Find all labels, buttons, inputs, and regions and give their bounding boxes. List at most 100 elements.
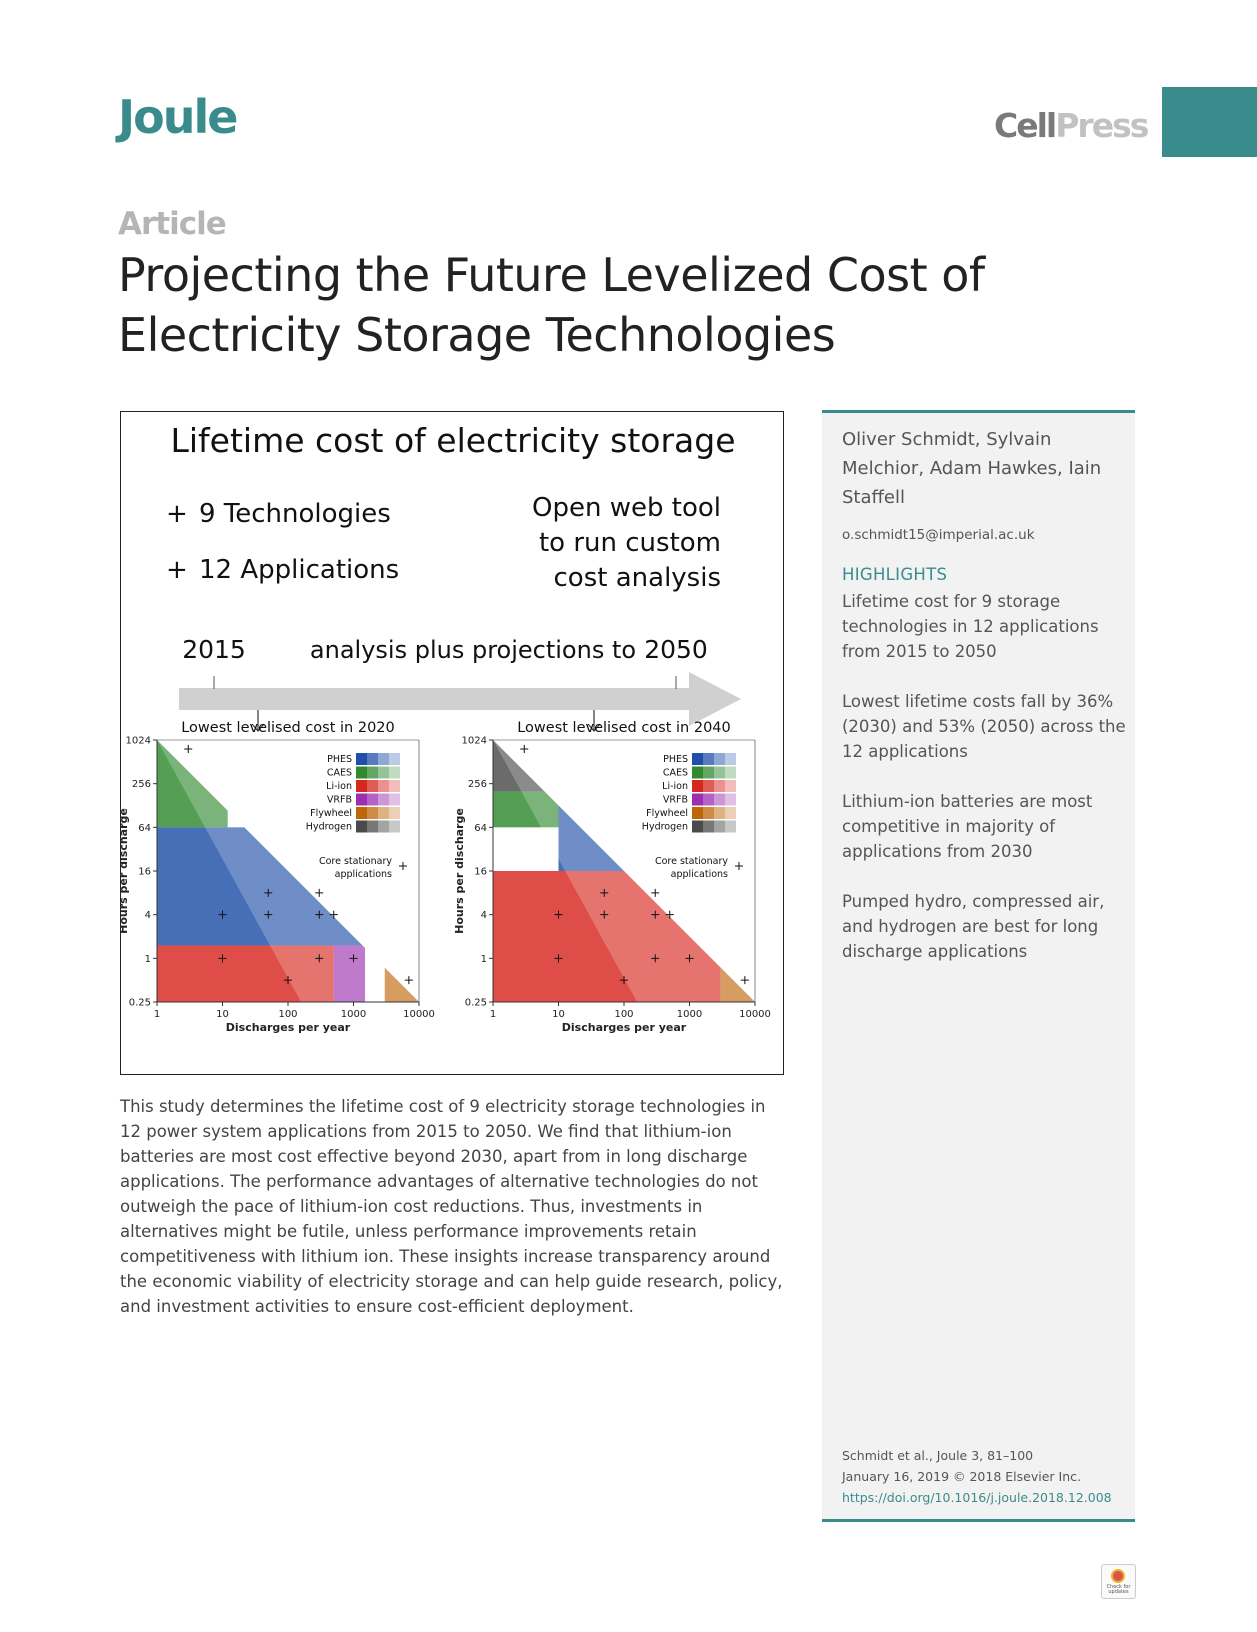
legend-swatch: [378, 807, 389, 819]
application-marker: [620, 976, 628, 985]
legend-swatch: [714, 780, 725, 792]
journal-logo: Joule: [118, 90, 238, 144]
legend-swatch: [356, 766, 367, 779]
legend-swatch: [356, 780, 367, 792]
y-axis-label: Hours per discharge: [121, 808, 130, 934]
ga-bullet1: 9 Technologies: [199, 499, 391, 529]
y-tick-label: 16: [474, 867, 487, 878]
application-marker: [218, 954, 227, 963]
highlight-item: Lithium-ion batteries are most competiti…: [842, 792, 1093, 861]
legend-swatch: [692, 753, 703, 765]
y-tick-label: 256: [132, 779, 151, 790]
legend-swatch: [692, 780, 703, 792]
publisher-logo: CellPress: [994, 106, 1149, 145]
chart-title: Lowest levelised cost in 2020: [181, 720, 395, 736]
legend-swatch: [703, 793, 714, 806]
application-marker: [329, 910, 338, 919]
y-tick-label: 1024: [126, 736, 151, 747]
y-tick-label: 1024: [462, 736, 487, 747]
region-caes: [493, 791, 559, 828]
legend-swatch: [389, 793, 400, 806]
legend-swatch: [378, 793, 389, 806]
legend-swatch: [725, 807, 736, 819]
diagonal-fade: [493, 740, 755, 1002]
y-tick-label: 1: [145, 954, 151, 965]
highlight-item: Lifetime cost for 9 storage technologies…: [842, 592, 1099, 661]
legend-swatch: [378, 820, 389, 833]
legend-swatch: [725, 780, 736, 792]
y-tick-label: 0.25: [465, 998, 487, 1009]
legend-label: CAES: [663, 768, 688, 779]
x-tick-label: 10000: [739, 1009, 771, 1020]
legend-swatch: [389, 766, 400, 779]
legend-swatch: [367, 753, 378, 765]
marker-legend-symbol: [735, 862, 743, 870]
application-marker: [740, 976, 749, 985]
legend-swatch: [703, 753, 714, 765]
legend-swatch: [367, 780, 378, 792]
legend-swatch: [389, 753, 400, 765]
chart-2020: Lowest levelised cost in 2020 1 10 100 1000 1…: [121, 720, 435, 1034]
x-tick-label: 100: [278, 1009, 297, 1020]
timeline-label: analysis plus projections to: [310, 636, 636, 664]
legend-swatch: [714, 807, 725, 819]
y-tick-label: 4: [145, 910, 151, 921]
authors: Oliver Schmidt, Sylvain Melchior, Adam H…: [842, 429, 1102, 508]
x-tick-label: 1: [490, 1009, 496, 1020]
application-marker: [404, 976, 413, 985]
legend-label: Li-ion: [326, 781, 352, 792]
legend-swatch: [356, 753, 367, 765]
application-marker: [554, 954, 563, 963]
x-tick-label: 10000: [403, 1009, 435, 1020]
title-line1: Projecting the Future Levelized Cost of: [118, 248, 985, 302]
down-arrow-left: [251, 710, 265, 732]
highlight-item: Lowest lifetime costs fall by 36% (2030)…: [842, 692, 1126, 761]
x-tick-label: 10: [552, 1009, 565, 1020]
application-marker: [685, 954, 694, 963]
sidebar: Oliver Schmidt, Sylvain Melchior, Adam H…: [822, 410, 1135, 1522]
ga-webtool-line3: cost analysis: [554, 563, 721, 593]
x-tick-label: 1000: [341, 1009, 366, 1020]
check-for-updates-button[interactable]: Check for updates: [1101, 1564, 1136, 1599]
legend-label: Flywheel: [310, 808, 352, 819]
legend-swatch: [356, 820, 367, 833]
legend-swatch: [378, 753, 389, 765]
legend-swatch: [714, 793, 725, 806]
x-tick-label: 1: [154, 1009, 160, 1020]
legend-swatch: [692, 766, 703, 779]
down-arrow-right: [587, 710, 601, 732]
legend-swatch: [367, 820, 378, 833]
y-tick-label: 0.25: [129, 998, 151, 1009]
region-vrfb: [333, 945, 366, 1002]
legend-swatch: [692, 793, 703, 806]
diagonal-fade: [157, 740, 419, 1002]
legend-label: CAES: [327, 768, 352, 779]
legend-swatch: [703, 780, 714, 792]
application-marker: [315, 888, 324, 897]
citation-block: Schmidt et al., Joule 3, 81–100 January …: [842, 1445, 1112, 1508]
article-title: Projecting the Future Levelized Cost of …: [118, 245, 1078, 365]
citation: Schmidt et al., Joule 3, 81–100: [842, 1448, 1034, 1463]
legend-label: Flywheel: [646, 808, 688, 819]
x-tick-label: 1000: [677, 1009, 702, 1020]
ga-heading: Lifetime cost of electricity storage: [171, 421, 736, 460]
application-marker: [520, 745, 529, 754]
y-tick-label: 256: [468, 779, 487, 790]
y-axis-label: Hours per discharge: [453, 808, 466, 934]
legend-swatch: [367, 807, 378, 819]
legend-swatch: [725, 820, 736, 833]
legend-swatch: [389, 780, 400, 792]
ga-bullet1-mark: +: [166, 499, 188, 529]
application-marker: [600, 888, 609, 897]
abstract-text: This study determines the lifetime cost …: [120, 1097, 783, 1316]
highlight-item: Pumped hydro, compressed air, and hydrog…: [842, 892, 1105, 961]
y-tick-label: 1: [481, 954, 487, 965]
application-marker: [264, 910, 273, 919]
doi-link[interactable]: https://doi.org/10.1016/j.joule.2018.12.…: [842, 1490, 1112, 1505]
legend-label: Hydrogen: [642, 822, 688, 833]
corner-accent: [1162, 87, 1257, 157]
chart-title: Lowest levelised cost in 2040: [517, 720, 731, 736]
legend-swatch: [692, 807, 703, 819]
legend-swatch: [367, 793, 378, 806]
author-email-link[interactable]: o.schmidt15@imperial.ac.uk: [842, 527, 1035, 543]
